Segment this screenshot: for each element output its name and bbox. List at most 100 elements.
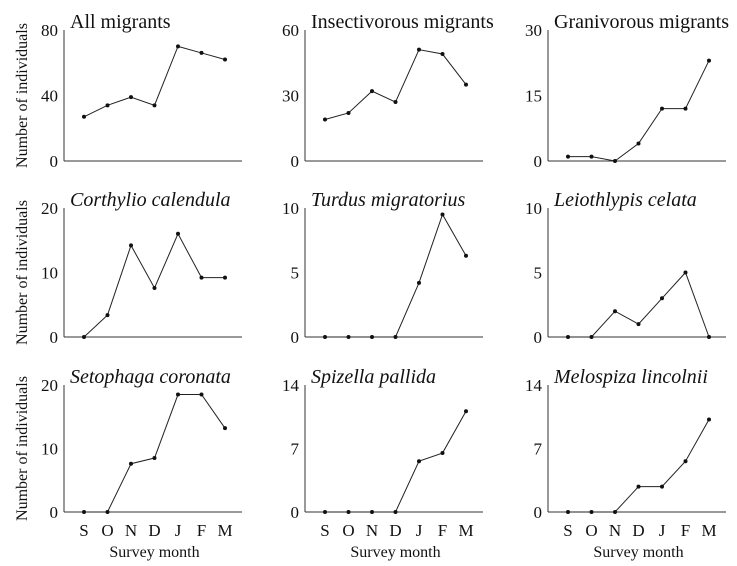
- y-axis-label: Number of individuals: [14, 23, 31, 168]
- data-point: [105, 103, 110, 108]
- data-point: [707, 58, 711, 63]
- data-point: [393, 510, 398, 514]
- panel-title: Spizella pallida: [311, 366, 436, 388]
- y-tick-label: 0: [291, 503, 300, 522]
- data-point: [370, 510, 374, 514]
- data-point: [152, 103, 157, 108]
- x-tick-label: S: [320, 521, 329, 540]
- data-point: [707, 335, 711, 339]
- data-point: [105, 510, 110, 514]
- panel-title: Turdus migratorius: [311, 189, 466, 211]
- data-point: [683, 106, 688, 111]
- data-point: [370, 335, 374, 339]
- y-tick-label: 14: [525, 376, 543, 395]
- data-point: [346, 510, 351, 514]
- x-tick-label: F: [681, 521, 690, 540]
- x-axis-label: Survey month: [350, 544, 440, 561]
- panel-title: Setophaga coronata: [70, 366, 231, 388]
- data-point: [464, 409, 468, 414]
- data-point: [129, 243, 133, 248]
- data-point: [683, 270, 688, 275]
- data-point: [566, 335, 570, 339]
- data-point: [683, 459, 688, 464]
- data-point: [636, 484, 641, 489]
- data-point: [323, 335, 327, 339]
- panel-4: 0 10 20 Corthylio calendula Number of indivi…: [14, 189, 242, 347]
- data-point: [152, 285, 157, 290]
- data-point: [346, 335, 351, 339]
- x-tick-label: S: [563, 521, 572, 540]
- panel-9: 0 7 14 Melospiza lincolnii S O N D J F M Survey mon…: [525, 366, 726, 561]
- panel-6: 0 5 10 Leiothlypis celata: [525, 189, 726, 347]
- y-tick-label: 40: [41, 87, 58, 106]
- data-point: [176, 231, 180, 236]
- data-point: [129, 461, 133, 466]
- x-tick-label: J: [175, 521, 182, 540]
- panel-title: Leiothlypis celata: [553, 189, 697, 211]
- x-tick-label: D: [389, 521, 401, 540]
- data-point: [440, 451, 445, 456]
- y-tick-label: 0: [50, 503, 59, 522]
- data-point: [199, 392, 204, 397]
- x-tick-label: O: [101, 521, 113, 540]
- y-axis-label: Number of individuals: [14, 200, 31, 345]
- series-line: [325, 411, 467, 513]
- data-point: [199, 275, 204, 280]
- y-tick-label: 20: [41, 199, 58, 218]
- y-tick-label: 10: [41, 440, 58, 459]
- x-tick-label: N: [366, 521, 378, 540]
- panel-title: Melospiza lincolnii: [553, 366, 708, 388]
- x-tick-label: M: [458, 521, 473, 540]
- panel-7: 0 10 20 Setophaga coronata Number of individ…: [14, 366, 242, 561]
- x-tick-label: D: [148, 521, 160, 540]
- data-point: [464, 82, 468, 87]
- data-point: [660, 484, 664, 489]
- y-tick-label: 0: [534, 152, 543, 171]
- series-line: [568, 419, 710, 513]
- panel-5: 0 5 10 Turdus migratorius: [282, 189, 483, 347]
- data-point: [613, 159, 617, 163]
- y-tick-label: 7: [291, 440, 300, 459]
- data-point: [417, 47, 421, 52]
- y-tick-label: 15: [525, 87, 542, 106]
- data-point: [199, 50, 204, 55]
- y-tick-label: 30: [282, 87, 299, 106]
- y-axis-label: Number of individuals: [14, 376, 31, 521]
- data-point: [613, 309, 617, 314]
- x-axis-label: Survey month: [593, 544, 683, 561]
- x-tick-label: J: [416, 521, 423, 540]
- y-tick-label: 5: [534, 264, 543, 283]
- panel-1: 0 40 80 All migrants Number of individuals: [14, 11, 242, 171]
- data-point: [176, 44, 180, 49]
- data-point: [370, 89, 374, 94]
- data-point: [660, 296, 664, 301]
- data-point: [636, 141, 641, 146]
- y-tick-label: 20: [41, 376, 58, 395]
- data-point: [346, 110, 351, 115]
- y-tick-label: 80: [41, 21, 58, 40]
- data-point: [589, 510, 594, 514]
- data-point: [82, 510, 86, 514]
- data-point: [176, 392, 180, 397]
- data-point: [129, 95, 133, 100]
- data-point: [152, 456, 157, 461]
- data-point: [440, 212, 445, 217]
- x-tick-label: S: [79, 521, 88, 540]
- data-point: [464, 253, 468, 258]
- x-axis-label: Survey month: [109, 544, 199, 561]
- data-point: [323, 117, 327, 122]
- series-line: [84, 394, 226, 513]
- data-point: [440, 52, 445, 57]
- y-tick-label: 30: [525, 21, 542, 40]
- data-point: [589, 335, 594, 339]
- x-tick-label: F: [438, 521, 447, 540]
- y-tick-label: 0: [534, 503, 543, 522]
- x-tick-label: N: [609, 521, 621, 540]
- panel-3: 0 15 30 Granivorous migrants: [525, 11, 729, 171]
- data-point: [417, 280, 421, 285]
- x-tick-label: N: [125, 521, 137, 540]
- x-tick-label: J: [659, 521, 666, 540]
- y-tick-label: 0: [50, 152, 59, 171]
- data-point: [223, 275, 227, 280]
